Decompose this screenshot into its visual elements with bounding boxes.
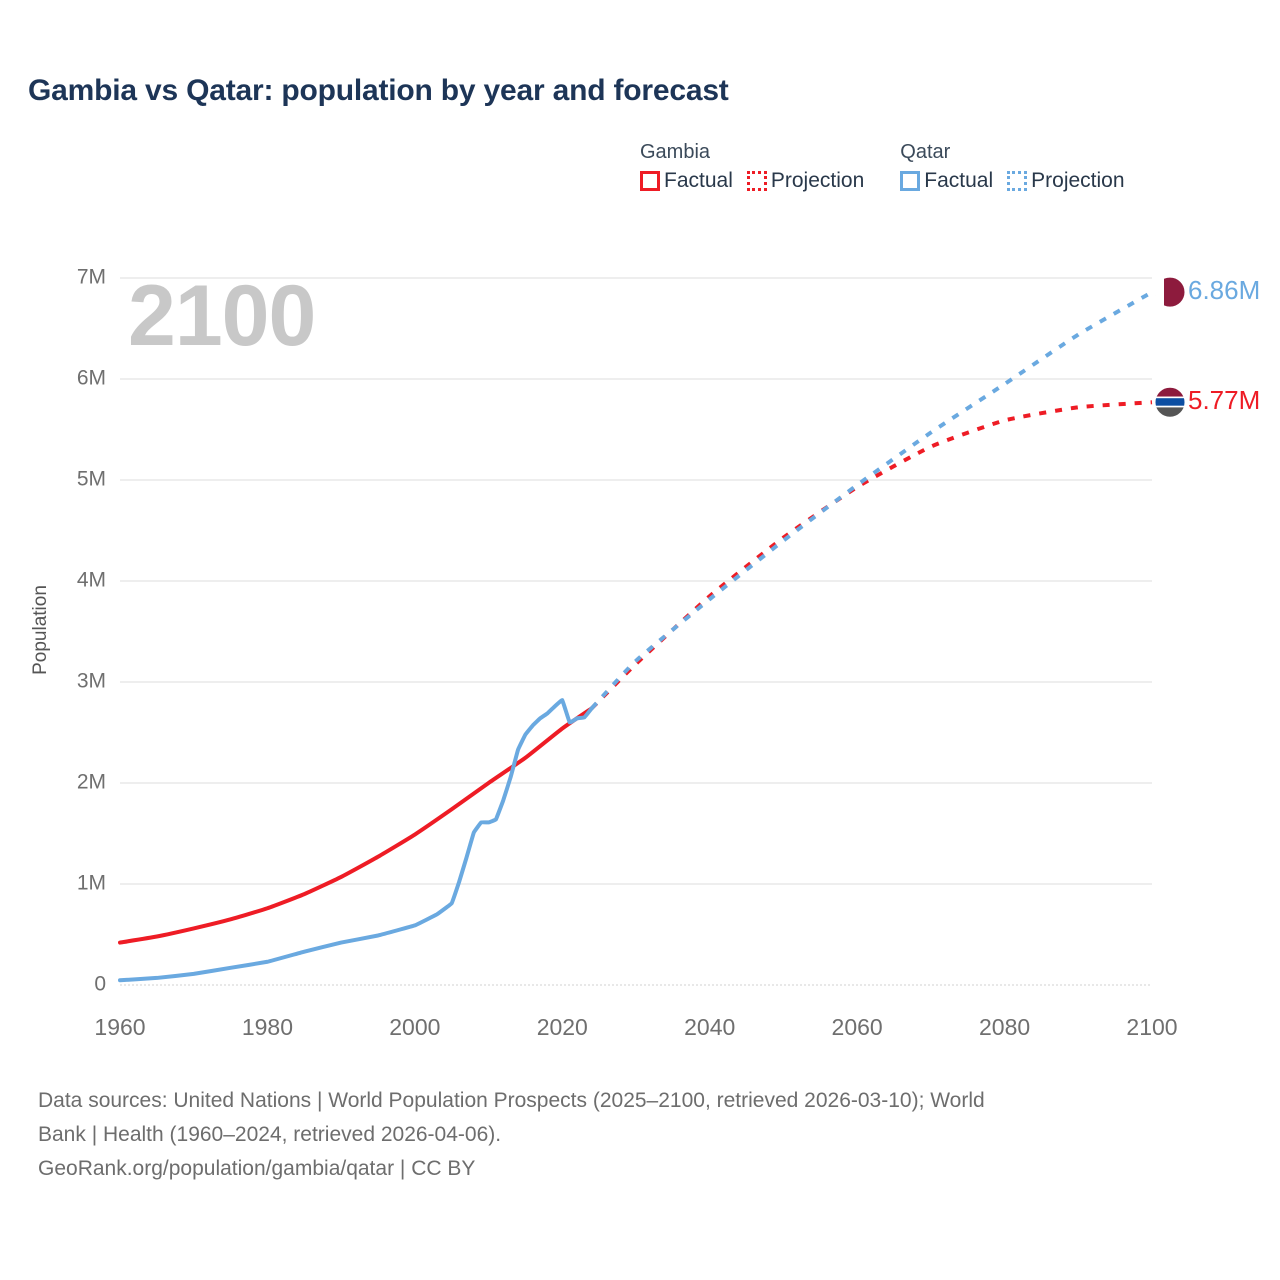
y-axis-title: Population [30,585,51,675]
x-tick-labels: 1960 1980 2000 2020 2040 2060 2080 2100 [94,1014,1177,1040]
gambia-endpoint-label: 5.77M [1188,385,1260,415]
gridlines [120,277,1152,986]
x-tick-label: 2000 [389,1014,440,1040]
x-tick-label: 2040 [684,1014,735,1040]
legend-swatch-dotted-icon [746,170,767,191]
x-tick-label: 1960 [94,1014,145,1040]
footer-line-3[interactable]: GeoRank.org/population/gambia/qatar | CC… [38,1156,476,1180]
series-line-qatar-projection [590,290,1153,710]
footer-line-1: Data sources: United Nations | World Pop… [38,1089,985,1112]
legend-group-qatar: Qatar Factual Projection [900,141,1125,192]
series-line-qatar-factual [118,698,594,983]
qatar-endpoint-label: 6.86M [1188,275,1260,305]
legend-item-gambia-factual[interactable]: Factual [640,170,733,191]
chart-legend: Gambia Factual Projection Qatar Factual [640,142,1125,191]
footer-line-2: Bank | Health (1960–2024, retrieved 2026… [38,1122,502,1146]
legend-label-gambia-factual: Factual [664,169,733,192]
legend-group-title-qatar: Qatar [900,141,951,163]
gambia-flag-icon [1154,386,1186,418]
legend-item-qatar-projection[interactable]: Projection [1007,169,1125,192]
legend-label-qatar-factual: Factual [924,169,994,192]
y-tick-label: 3M [77,670,106,693]
y-tick-label: 5M [77,468,106,491]
x-tick-label: 2060 [832,1014,883,1040]
legend-group-gambia: Gambia Factual Projection [640,142,864,191]
y-tick-label: 7M [77,266,106,289]
legend-items-gambia: Factual Projection [640,170,864,191]
y-tick-label: 0 [94,973,106,996]
x-tick-label: 2080 [979,1014,1030,1040]
legend-swatch-dotted-icon [1007,170,1028,191]
legend-items-qatar: Factual Projection [900,169,1125,192]
legend-swatch-solid-icon [900,170,921,191]
legend-label-qatar-projection: Projection [1031,169,1125,192]
y-tick-label: 6M [77,367,106,390]
legend-item-gambia-projection[interactable]: Projection [746,169,865,192]
series-line-gambia-factual [118,706,594,945]
series-lines [118,290,1153,983]
y-tick-label: 1M [77,872,106,895]
page-title: Gambia vs Qatar: population by year and … [28,74,729,107]
legend-group-title-gambia: Gambia [640,141,711,163]
year-watermark: 2100 [128,268,315,364]
qatar-flag-icon [1154,276,1186,308]
legend-item-qatar-factual[interactable]: Factual [900,170,993,191]
y-tick-label: 4M [77,569,106,592]
series-line-gambia-projection [590,400,1153,710]
legend-label-gambia-projection: Projection [770,169,865,192]
legend-swatch-solid-icon [640,170,660,191]
x-tick-label: 2100 [1126,1014,1177,1040]
y-tick-labels: 0 1M 2M 3M 4M 5M 6M 7M [77,266,106,996]
y-tick-label: 2M [77,771,106,794]
footer-sources: Data sources: United Nations | World Pop… [38,1085,1253,1185]
x-tick-label: 2020 [537,1014,588,1040]
x-tick-label: 1980 [242,1014,293,1040]
